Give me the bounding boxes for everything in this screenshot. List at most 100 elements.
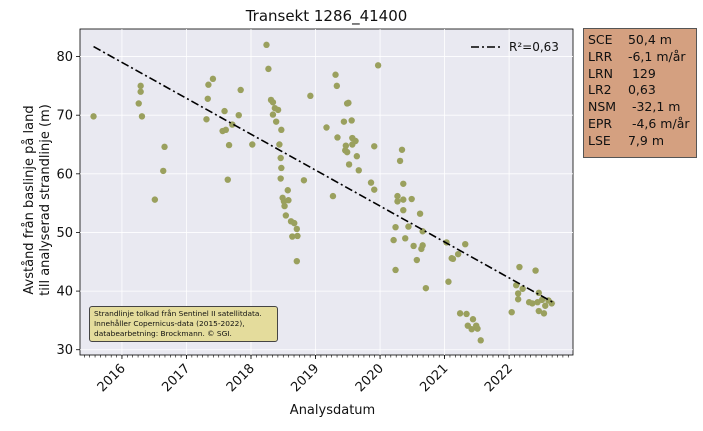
- data-point: [371, 143, 378, 150]
- data-point: [396, 157, 404, 165]
- data-point: [237, 86, 244, 94]
- data-point: [272, 118, 280, 125]
- stat-value: 129: [624, 65, 656, 81]
- data-point: [135, 100, 142, 107]
- data-point: [548, 300, 555, 307]
- data-point: [293, 225, 301, 233]
- data-point: [508, 308, 515, 316]
- data-point: [469, 316, 477, 323]
- stat-value: 0,63: [624, 82, 656, 98]
- data-point: [209, 75, 217, 83]
- data-point: [405, 223, 412, 230]
- data-point: [454, 250, 462, 258]
- stat-key: LSE: [588, 132, 611, 148]
- stat-key: LRR: [588, 48, 613, 64]
- data-point: [352, 137, 359, 145]
- grid: [80, 29, 573, 355]
- data-point: [532, 267, 539, 274]
- data-point: [422, 284, 430, 292]
- data-point: [276, 141, 283, 148]
- data-point: [477, 337, 484, 344]
- plot-background: [79, 28, 574, 356]
- stat-row: LRR -6,1 m/år: [588, 49, 692, 66]
- legend-label: R²=0,63: [509, 40, 559, 54]
- data-point: [535, 307, 542, 315]
- data-point: [323, 124, 330, 131]
- stat-key: NSM: [588, 99, 617, 115]
- data-point: [151, 196, 159, 203]
- data-point: [392, 223, 399, 231]
- x-axis-label: Analysdatum: [289, 403, 376, 418]
- stat-value: -6,1 m/år: [624, 48, 686, 64]
- y-tick-label: 70: [56, 109, 73, 124]
- data-point: [285, 197, 292, 204]
- stat-row: LR2 0,63: [588, 82, 692, 99]
- x-tick-label: 2022: [482, 361, 516, 395]
- data-point: [400, 180, 407, 187]
- data-point: [284, 187, 291, 194]
- data-point: [394, 198, 401, 205]
- data-point: [277, 154, 284, 162]
- data-point: [269, 99, 277, 106]
- data-point: [348, 117, 355, 124]
- y-tick-label: 40: [56, 285, 73, 300]
- data-point: [277, 175, 284, 182]
- data-point: [416, 210, 424, 217]
- data-point: [161, 143, 168, 151]
- data-point: [394, 192, 401, 200]
- chart-title: Transekt 1286_41400: [245, 7, 408, 25]
- data-point: [474, 325, 481, 332]
- y-axis-label: Avstånd från baslinje på land till analy…: [22, 70, 54, 330]
- x-tick-label: 2017: [159, 361, 193, 395]
- data-point: [235, 111, 242, 119]
- data-point: [274, 106, 282, 114]
- data-point: [419, 242, 426, 249]
- y-tick-label: 30: [56, 343, 73, 358]
- data-point: [392, 266, 399, 274]
- data-point: [410, 242, 417, 250]
- legend: R²=0,63: [471, 40, 559, 54]
- data-point: [516, 263, 523, 271]
- note-line: databearbetning: Brockmann. © SGI.: [94, 329, 232, 338]
- x-tick-label: 2016: [95, 361, 129, 395]
- data-point: [400, 206, 407, 214]
- data-point: [345, 99, 352, 107]
- data-point: [540, 310, 548, 317]
- data-point: [408, 195, 415, 203]
- data-point: [249, 141, 256, 148]
- data-point: [345, 161, 353, 168]
- data-point: [293, 257, 301, 265]
- stat-value: -4,6 m/år: [624, 115, 690, 131]
- data-point: [535, 289, 542, 297]
- data-point: [529, 300, 536, 307]
- y-tick-label: 60: [56, 167, 73, 182]
- data-point: [294, 232, 301, 240]
- x-tick-label: 2018: [224, 361, 258, 395]
- data-point: [342, 142, 350, 149]
- data-point: [281, 202, 288, 210]
- y-tick-label: 80: [56, 50, 73, 65]
- data-point: [225, 141, 233, 149]
- data-point: [463, 310, 470, 318]
- data-point: [445, 278, 452, 285]
- data-point: [90, 113, 97, 120]
- data-point: [390, 236, 397, 244]
- data-point: [138, 113, 146, 120]
- x-tick-label: 2021: [417, 361, 451, 395]
- stat-row: NSM -32,1 m: [588, 99, 692, 116]
- data-point: [332, 71, 339, 78]
- data-point: [402, 235, 409, 242]
- stat-row: EPR -4,6 m/år: [588, 116, 692, 133]
- y-tick-label: 50: [56, 226, 73, 241]
- data-point: [269, 111, 277, 118]
- data-point: [333, 82, 341, 90]
- data-point: [514, 296, 522, 303]
- data-point: [282, 212, 290, 219]
- stat-value: -32,1 m: [624, 99, 681, 115]
- stat-value: 50,4 m: [624, 32, 672, 47]
- data-point: [329, 192, 337, 200]
- stat-key: LR2: [588, 82, 612, 98]
- data-point: [456, 310, 464, 317]
- stat-value: 7,9 m: [624, 132, 665, 148]
